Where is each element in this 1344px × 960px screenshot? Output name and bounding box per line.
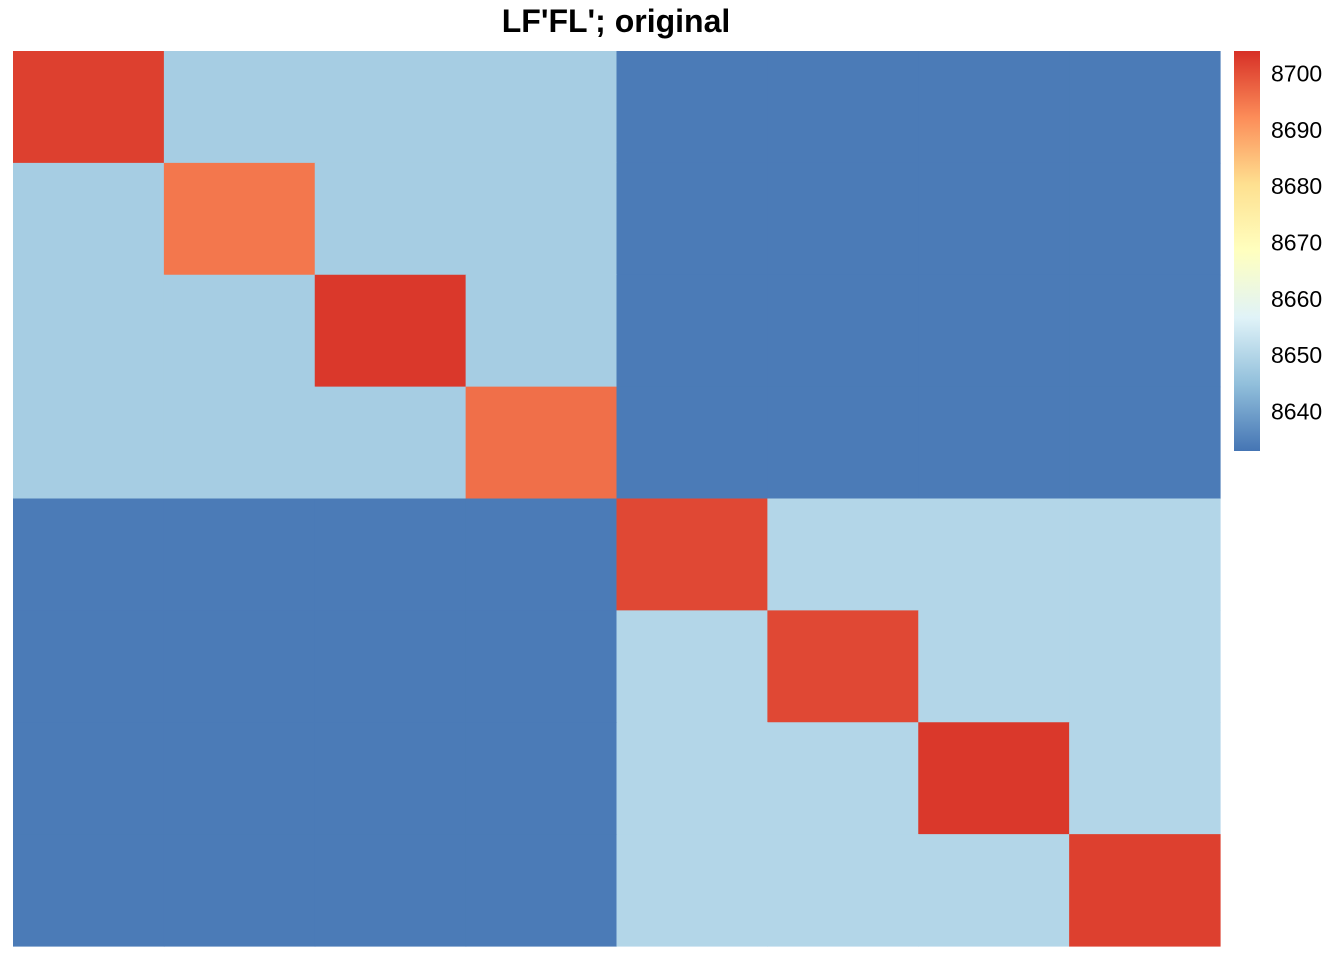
heatmap-cell-r6-c5 xyxy=(616,610,768,723)
heatmap-cell-r6-c6 xyxy=(767,610,919,723)
heatmap-cell-r7-c7 xyxy=(918,722,1070,835)
heatmap-cell-r8-c1 xyxy=(13,834,165,947)
heatmap-cell-r5-c3 xyxy=(314,498,467,611)
heatmap-cell-r7-c5 xyxy=(616,722,768,835)
heatmap-cell-r5-c5 xyxy=(616,498,768,611)
colorbar-gradient xyxy=(1234,51,1260,451)
heatmap-cell-r6-c8 xyxy=(1069,610,1221,723)
heatmap-cell-r5-c2 xyxy=(163,498,316,611)
heatmap-cell-r6-c3 xyxy=(314,610,467,723)
heatmap-cell-r2-c2 xyxy=(163,162,316,276)
heatmap-cell-r7-c4 xyxy=(465,722,618,835)
heatmap-cell-r1-c7 xyxy=(918,51,1070,164)
heatmap-cell-r1-c6 xyxy=(767,51,919,164)
heatmap-cell-r6-c1 xyxy=(13,610,165,723)
heatmap-cell-r2-c8 xyxy=(1069,162,1221,276)
heatmap-cell-r4-c2 xyxy=(163,386,316,500)
heatmap-cell-r2-c3 xyxy=(314,162,467,276)
heatmap-cell-r4-c4 xyxy=(465,386,618,500)
heatmap-cell-r5-c4 xyxy=(465,498,618,611)
heatmap-cell-r3-c2 xyxy=(163,274,316,388)
heatmap-cell-r4-c5 xyxy=(616,386,768,500)
heatmap-cell-r7-c1 xyxy=(13,722,165,835)
heatmap-cell-r8-c5 xyxy=(616,834,768,947)
heatmap-cell-r6-c2 xyxy=(163,610,316,723)
heatmap-cell-r1-c8 xyxy=(1069,51,1221,164)
colorbar-tick-label: 8680 xyxy=(1271,173,1322,199)
heatmap-cell-r4-c8 xyxy=(1069,386,1221,500)
heatmap-cell-r2-c7 xyxy=(918,162,1070,276)
heatmap-cell-r2-c1 xyxy=(13,162,165,276)
heatmap-cell-r3-c7 xyxy=(918,274,1070,388)
heatmap-cell-r1-c2 xyxy=(163,51,316,164)
heatmap-cell-r8-c4 xyxy=(465,834,618,947)
heatmap-cell-r5-c8 xyxy=(1069,498,1221,611)
heatmap-cell-r4-c7 xyxy=(918,386,1070,500)
heatmap-cell-r6-c7 xyxy=(918,610,1070,723)
heatmap-cell-r4-c3 xyxy=(314,386,467,500)
heatmap-cell-r5-c1 xyxy=(13,498,165,611)
colorbar-tick-label: 8700 xyxy=(1271,61,1322,87)
heatmap-cell-r8-c6 xyxy=(767,834,919,947)
heatmap-cell-r3-c6 xyxy=(767,274,919,388)
heatmap-cell-r1-c5 xyxy=(616,51,768,164)
heatmap-cell-r8-c2 xyxy=(163,834,316,947)
heatmap-cell-r3-c4 xyxy=(465,274,618,388)
heatmap-cell-r3-c8 xyxy=(1069,274,1221,388)
heatmap-cell-r4-c1 xyxy=(13,386,165,500)
heatmap-cell-r7-c2 xyxy=(163,722,316,835)
heatmap-cell-r8-c8 xyxy=(1069,834,1221,947)
heatmap-cell-r6-c4 xyxy=(465,610,618,723)
colorbar-tick-label: 8690 xyxy=(1271,117,1322,143)
heatmap-cell-r1-c4 xyxy=(465,51,618,164)
colorbar-tick-label: 8640 xyxy=(1271,399,1322,425)
heatmap-cell-r3-c3 xyxy=(314,274,467,388)
heatmap-cell-r7-c6 xyxy=(767,722,919,835)
heatmap-cell-r3-c5 xyxy=(616,274,768,388)
heatmap-cell-r8-c3 xyxy=(314,834,467,947)
heatmap-cell-r5-c6 xyxy=(767,498,919,611)
heatmap-cell-r4-c6 xyxy=(767,386,919,500)
heatmap-cell-r5-c7 xyxy=(918,498,1070,611)
heatmap-cell-r2-c5 xyxy=(616,162,768,276)
heatmap-cell-r1-c3 xyxy=(314,51,467,164)
heatmap-cell-r8-c7 xyxy=(918,834,1070,947)
heatmap-cell-r3-c1 xyxy=(13,274,165,388)
colorbar-tick-label: 8660 xyxy=(1271,286,1322,312)
heatmap-cell-r7-c8 xyxy=(1069,722,1221,835)
heatmap-cell-r2-c6 xyxy=(767,162,919,276)
heatmap-cell-r2-c4 xyxy=(465,162,618,276)
colorbar-tick-label: 8670 xyxy=(1271,230,1322,256)
chart-title: LF'FL'; original xyxy=(501,3,731,39)
heatmap-cell-r1-c1 xyxy=(13,51,165,164)
heatmap-cell-r7-c3 xyxy=(314,722,467,835)
colorbar-tick-label: 8650 xyxy=(1271,342,1322,368)
